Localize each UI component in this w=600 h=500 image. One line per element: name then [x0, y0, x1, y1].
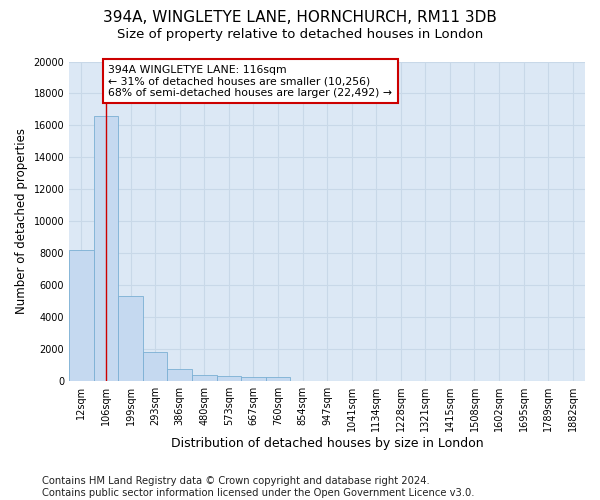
Bar: [69, 250, 94, 381]
Text: 394A WINGLETYE LANE: 116sqm
← 31% of detached houses are smaller (10,256)
68% of: 394A WINGLETYE LANE: 116sqm ← 31% of det…: [109, 64, 392, 98]
Bar: [143, 352, 167, 381]
Bar: [266, 378, 290, 381]
Bar: [241, 377, 266, 381]
Bar: [192, 376, 217, 381]
Y-axis label: Number of detached properties: Number of detached properties: [15, 128, 28, 314]
Bar: [217, 376, 241, 381]
Bar: [94, 116, 118, 381]
Bar: [167, 369, 192, 381]
Text: Contains HM Land Registry data © Crown copyright and database right 2024.
Contai: Contains HM Land Registry data © Crown c…: [42, 476, 475, 498]
Bar: [118, 296, 143, 381]
Text: Size of property relative to detached houses in London: Size of property relative to detached ho…: [117, 28, 483, 41]
Text: 394A, WINGLETYE LANE, HORNCHURCH, RM11 3DB: 394A, WINGLETYE LANE, HORNCHURCH, RM11 3…: [103, 10, 497, 25]
X-axis label: Distribution of detached houses by size in London: Distribution of detached houses by size …: [171, 437, 484, 450]
